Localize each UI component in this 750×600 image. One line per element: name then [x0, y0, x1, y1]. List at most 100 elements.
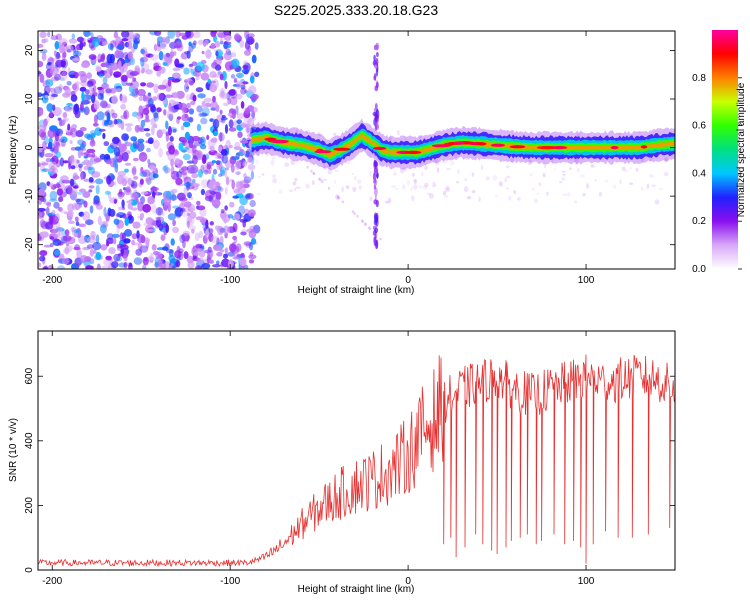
noise-speck [207, 170, 212, 174]
noise-speck [200, 144, 207, 150]
noise-speck [646, 183, 650, 190]
noise-speck [152, 173, 159, 179]
noise-speck [188, 167, 197, 174]
noise-speck [604, 179, 609, 183]
noise-speck [158, 92, 166, 102]
noise-speck [72, 50, 82, 57]
noise-speck [195, 265, 203, 269]
noise-speck [123, 254, 128, 262]
noise-speck [55, 53, 61, 60]
noise-speck [161, 37, 167, 43]
noise-speck [105, 119, 113, 126]
noise-speck [223, 34, 232, 41]
noise-speck [134, 124, 140, 133]
noise-speck [140, 191, 149, 195]
noise-speck [49, 110, 53, 118]
noise-speck [160, 128, 167, 135]
noise-speck [140, 57, 145, 67]
noise-speck [444, 195, 449, 198]
noise-speck [235, 93, 243, 100]
noise-speck [132, 139, 138, 149]
noise-speck [74, 146, 81, 151]
noise-speck [305, 130, 311, 134]
noise-speck [102, 220, 108, 226]
noise-speck [422, 185, 428, 190]
noise-speck [357, 179, 362, 184]
noise-speck [74, 81, 81, 86]
noise-speck [528, 159, 532, 165]
noise-speck [327, 168, 333, 175]
noise-speck [272, 178, 277, 184]
noise-speck [204, 39, 209, 46]
noise-speck [196, 205, 206, 211]
noise-speck [201, 100, 206, 108]
noise-speck [446, 167, 451, 170]
noise-speck [167, 213, 177, 221]
noise-speck [38, 43, 44, 48]
noise-speck [92, 200, 101, 206]
noise-speck [68, 38, 78, 44]
noise-speck [95, 66, 102, 72]
noise-speck [64, 105, 69, 111]
noise-speck [562, 173, 566, 176]
spectrogram-x-tick-label: -200 [42, 275, 62, 286]
noise-speck [58, 38, 68, 45]
noise-speck [133, 41, 138, 50]
noise-speck [219, 249, 225, 253]
noise-speck [249, 225, 256, 231]
noise-speck [145, 69, 153, 75]
noise-speck [218, 146, 222, 152]
streak-speck [337, 195, 340, 199]
noise-speck [126, 200, 133, 204]
noise-speck [88, 54, 97, 60]
noise-speck [230, 74, 236, 79]
snr-x-label: Height of straight line (km) [298, 584, 415, 595]
noise-speck [471, 190, 476, 194]
noise-speck [170, 238, 175, 246]
noise-speck [123, 261, 128, 269]
noise-speck [151, 125, 155, 136]
noise-speck [109, 208, 116, 217]
noise-speck [254, 42, 259, 50]
spike-speck [376, 172, 379, 178]
noise-speck [167, 108, 174, 118]
noise-speck [197, 93, 206, 99]
noise-speck [236, 80, 241, 90]
noise-speck [96, 263, 101, 269]
noise-speck [121, 133, 129, 141]
noise-speck [436, 167, 440, 173]
noise-speck [92, 241, 102, 251]
noise-speck [142, 50, 149, 58]
noise-speck [116, 225, 120, 234]
noise-speck [153, 139, 160, 150]
noise-speck [231, 156, 240, 161]
noise-speck [132, 242, 140, 246]
noise-speck [137, 215, 144, 219]
noise-speck [51, 226, 59, 231]
spike-speck [373, 236, 377, 247]
noise-speck [165, 55, 173, 65]
noise-speck [78, 163, 83, 168]
noise-speck [175, 31, 181, 38]
noise-speck [174, 158, 180, 165]
noise-speck [212, 118, 220, 129]
noise-speck [224, 205, 228, 211]
noise-speck [204, 102, 212, 108]
noise-speck [70, 154, 75, 162]
noise-speck [212, 168, 218, 175]
noise-speck [196, 123, 202, 132]
noise-speck [210, 107, 217, 111]
noise-speck [224, 186, 228, 195]
noise-speck [43, 38, 49, 43]
noise-speck [233, 213, 241, 221]
noise-speck [182, 121, 191, 128]
noise-speck [619, 179, 622, 185]
noise-speck [242, 81, 249, 85]
noise-speck [245, 34, 250, 43]
noise-speck [124, 229, 133, 237]
spectrogram-x-tick-label: -100 [220, 275, 240, 286]
ridge-peak [373, 146, 387, 150]
noise-speck [250, 117, 257, 121]
noise-speck [225, 176, 230, 186]
noise-speck [67, 210, 74, 217]
